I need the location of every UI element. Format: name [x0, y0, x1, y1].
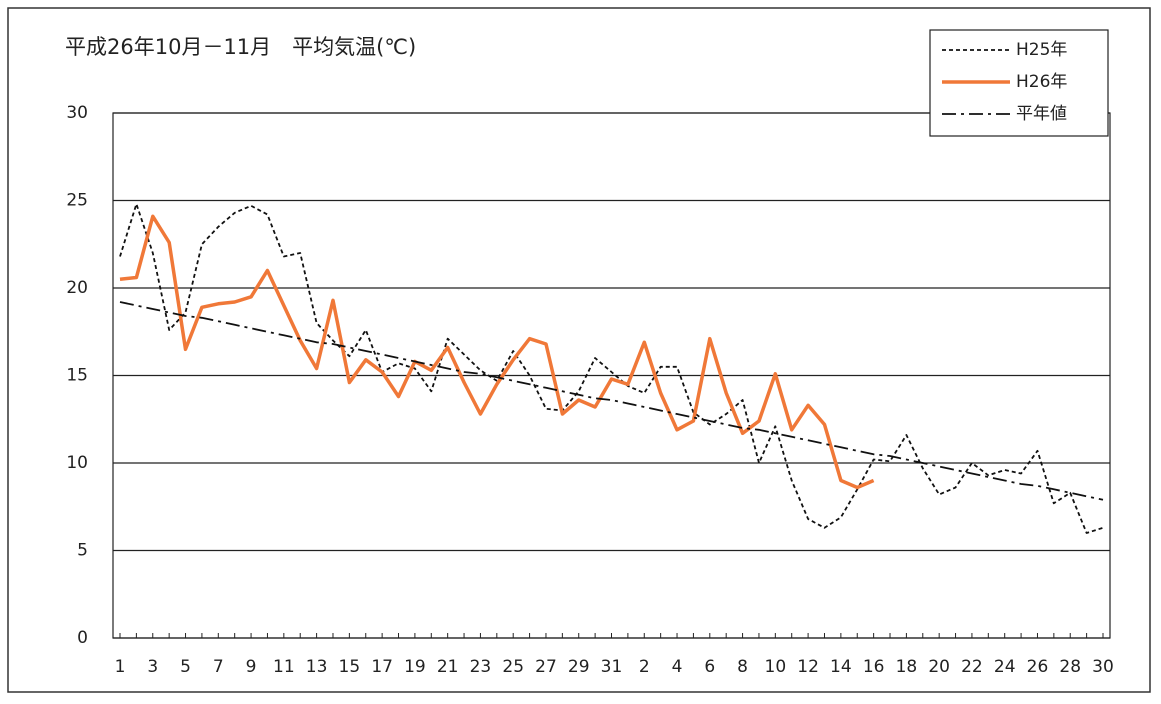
x-tick-label: 24 [994, 657, 1016, 677]
x-tick-label: 16 [863, 657, 885, 677]
y-tick-label: 25 [66, 191, 88, 211]
y-tick-label: 30 [66, 103, 88, 123]
x-tick-label: 23 [470, 657, 492, 677]
x-tick-label: 28 [1059, 657, 1081, 677]
x-tick-label: 2 [639, 657, 650, 677]
y-tick-label: 5 [77, 541, 88, 561]
x-tick-label: 4 [672, 657, 683, 677]
x-tick-label: 12 [797, 657, 819, 677]
x-tick-label: 25 [502, 657, 524, 677]
x-tick-label: 27 [535, 657, 557, 677]
y-tick-label: 10 [66, 453, 88, 473]
x-tick-label: 13 [306, 657, 328, 677]
x-tick-label: 8 [737, 657, 748, 677]
x-tick-label: 3 [147, 657, 158, 677]
x-tick-label: 22 [961, 657, 983, 677]
x-tick-label: 17 [371, 657, 393, 677]
legend-label: H25年 [1016, 40, 1067, 60]
legend-label: H26年 [1016, 72, 1067, 92]
x-tick-label: 9 [246, 657, 257, 677]
x-tick-label: 15 [339, 657, 361, 677]
x-tick-label: 1 [115, 657, 126, 677]
x-tick-label: 10 [765, 657, 787, 677]
y-tick-label: 15 [66, 366, 88, 386]
chart-title: 平成26年10月－11月 平均気温(℃) [65, 35, 416, 59]
x-tick-label: 21 [437, 657, 459, 677]
x-tick-label: 20 [928, 657, 950, 677]
series-line [119, 301, 1104, 501]
y-tick-label: 0 [77, 628, 88, 648]
y-tick-label: 20 [66, 278, 88, 298]
x-tick-label: 18 [896, 657, 918, 677]
x-tick-label: 26 [1027, 657, 1049, 677]
x-tick-label: 31 [601, 657, 623, 677]
x-tick-label: 7 [213, 657, 224, 677]
x-tick-label: 6 [704, 657, 715, 677]
x-tick-label: 14 [830, 657, 852, 677]
x-tick-label: 30 [1092, 657, 1114, 677]
x-tick-label: 5 [180, 657, 191, 677]
x-tick-label: 29 [568, 657, 590, 677]
x-tick-label: 11 [273, 657, 295, 677]
legend-label: 平年値 [1016, 104, 1067, 124]
series-line [119, 203, 1104, 534]
x-tick-label: 19 [404, 657, 426, 677]
